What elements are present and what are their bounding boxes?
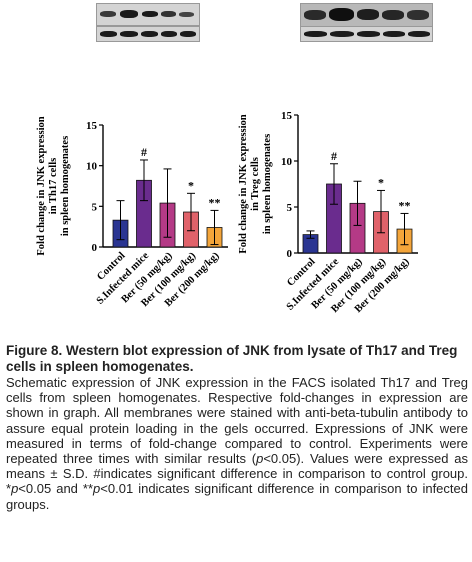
y-tick-label: 0 (92, 242, 98, 254)
significance-mark: ** (399, 198, 411, 212)
chart-1: 0 5 10 15 Fold change in JNK expression in Th… (36, 116, 228, 309)
y-axis-title-line: Fold change in JNK expression (238, 114, 249, 253)
western-blot-tubulin-treg (300, 26, 433, 42)
y-tick-label: 5 (287, 202, 293, 214)
y-axis-title-line: in Th17 cells (48, 158, 59, 214)
western-blot-jnk-treg (300, 3, 433, 28)
figure-caption: Figure 8. Western blot expression of JNK… (6, 343, 468, 512)
y-axis-title-line: in spleen homogenates (262, 134, 273, 234)
western-blot-tubulin-th17 (96, 26, 200, 42)
y-axis-title-line: in Treg cells (250, 157, 261, 211)
caption-body: Schematic expression of JNK expression i… (6, 375, 468, 512)
significance-mark: # (331, 149, 337, 163)
caption-text-part: <0.05). Values were expressed as means ±… (6, 451, 468, 497)
caption-title: Figure 8. Western blot expression of JNK… (6, 343, 458, 374)
caption-text-part: <0.05 and ** (18, 481, 94, 497)
significance-mark: * (378, 175, 384, 189)
y-tick-label: 0 (287, 248, 293, 260)
y-tick-label: 15 (86, 120, 98, 132)
caption-text-part: Schematic expression of JNK expression i… (6, 375, 468, 467)
significance-mark: * (188, 178, 194, 192)
significance-mark: # (141, 145, 147, 159)
caption-text-part: p (256, 451, 264, 467)
caption-text-part: <0.01 indicates significant difference i… (6, 481, 468, 512)
y-axis-title-line: Fold change in JNK expression (36, 116, 47, 255)
y-tick-label: 15 (281, 110, 293, 122)
chart-2: 0 5 10 15 Fold change in JNK expression in Tr… (238, 110, 418, 315)
y-tick-label: 5 (92, 201, 98, 213)
y-axis-title-line: in spleen homogenates (60, 136, 71, 236)
western-blot-jnk-th17 (96, 3, 200, 26)
y-tick-label: 10 (281, 156, 293, 168)
caption-text-part: p (93, 481, 101, 497)
y-tick-label: 10 (86, 161, 98, 173)
significance-mark: ** (209, 195, 221, 209)
caption-text-part: p (11, 481, 19, 497)
